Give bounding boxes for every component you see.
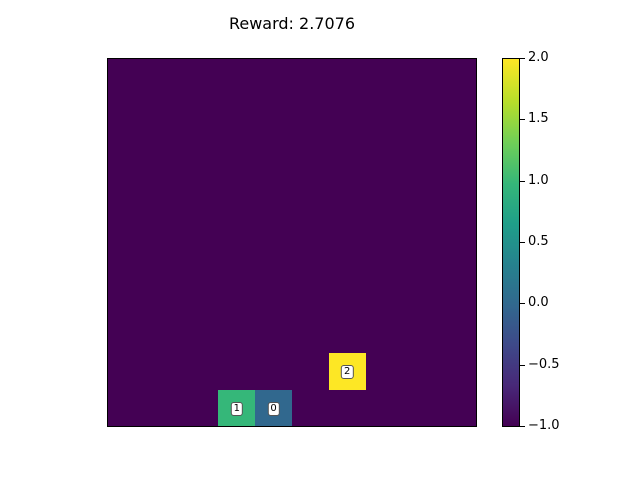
colorbar-tick [520,180,525,182]
colorbar-tick [520,58,525,59]
colorbar-tick-label: 0.0 [528,295,549,311]
grid-cell-entity-2: 2 [328,353,366,391]
colorbar-tick [520,364,525,366]
colorbar-tick-label: −1.0 [528,418,560,433]
colorbar-tick [520,426,525,427]
reward-title: Reward: 2.7076 [228,14,356,33]
colorbar-tick-label: −0.5 [528,356,560,372]
entity-label: 0 [267,401,280,416]
grid-cell-entity-1: 1 [218,390,256,426]
colorbar-tick [520,303,525,305]
colorbar-tick [520,119,525,121]
colorbar-tick-label: 2.0 [528,50,549,65]
grid-board: 2 1 0 [107,58,477,427]
entity-label: 2 [341,364,354,379]
colorbar-tick-label: 1.0 [528,172,549,188]
colorbar-tick-label: 1.5 [528,111,549,127]
colorbar-tick-label: 0.5 [528,234,549,249]
colorbar [502,58,520,427]
colorbar-tick [520,242,525,243]
entity-label: 1 [230,401,243,416]
grid-cell-entity-0: 0 [255,390,292,426]
